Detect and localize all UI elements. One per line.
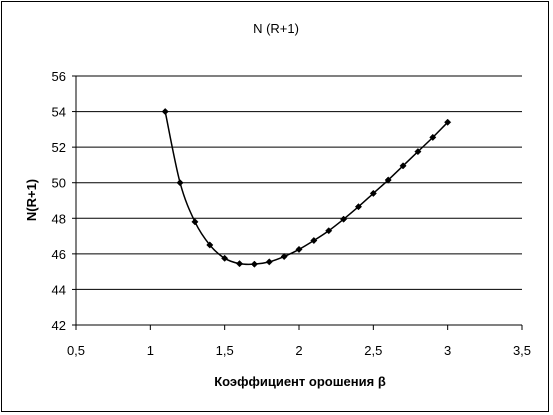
x-axis-title: Коэффициент орошения β [214, 374, 386, 389]
data-point-marker [310, 236, 318, 245]
chart-title: N (R+1) [253, 21, 299, 36]
data-point-marker [221, 254, 229, 262]
data-point-marker [206, 241, 214, 249]
data-point-marker [250, 260, 258, 268]
grid [76, 75, 522, 290]
data-point-marker [414, 148, 422, 156]
data-point-marker [161, 108, 169, 116]
data-point-marker [280, 252, 288, 261]
x-tick-label: 3,5 [513, 343, 531, 358]
tick-labels: 42 44 46 48 50 52 54 56 0,5 1 1,5 2 2,5 3 3,5 [52, 69, 532, 358]
x-tick-label: 0,5 [67, 343, 85, 358]
y-tick-label: 56 [52, 69, 66, 84]
x-tick-label: 3 [444, 343, 451, 358]
data-point-marker [354, 203, 363, 211]
x-tick-label: 2,5 [364, 343, 382, 358]
data-point-marker [399, 162, 407, 170]
data-point-marker [429, 133, 437, 141]
y-axis-title: N(R+1) [24, 179, 39, 221]
data-point-marker [295, 245, 303, 253]
series-layer [161, 108, 452, 268]
data-point-marker [369, 189, 377, 197]
y-tick-label: 54 [52, 105, 66, 120]
data-point-marker [384, 176, 392, 184]
y-tick-label: 44 [52, 282, 66, 297]
data-point-marker [191, 218, 199, 226]
data-point-marker [235, 260, 244, 268]
x-tick-label: 1,5 [216, 343, 234, 358]
series-line [164, 111, 449, 266]
data-point-marker [444, 118, 452, 126]
x-tick-label: 2 [295, 343, 302, 358]
data-point-marker [340, 215, 348, 223]
data-point-marker [265, 258, 273, 266]
y-tick-label: 52 [52, 140, 66, 155]
data-point-marker [325, 227, 333, 235]
x-tick-label: 1 [147, 343, 154, 358]
y-tick-label: 46 [52, 247, 66, 262]
y-tick-label: 48 [52, 211, 66, 226]
y-tick-label: 50 [52, 176, 66, 191]
data-point-marker [176, 179, 184, 187]
axes [72, 75, 523, 330]
y-tick-label: 42 [52, 318, 66, 333]
